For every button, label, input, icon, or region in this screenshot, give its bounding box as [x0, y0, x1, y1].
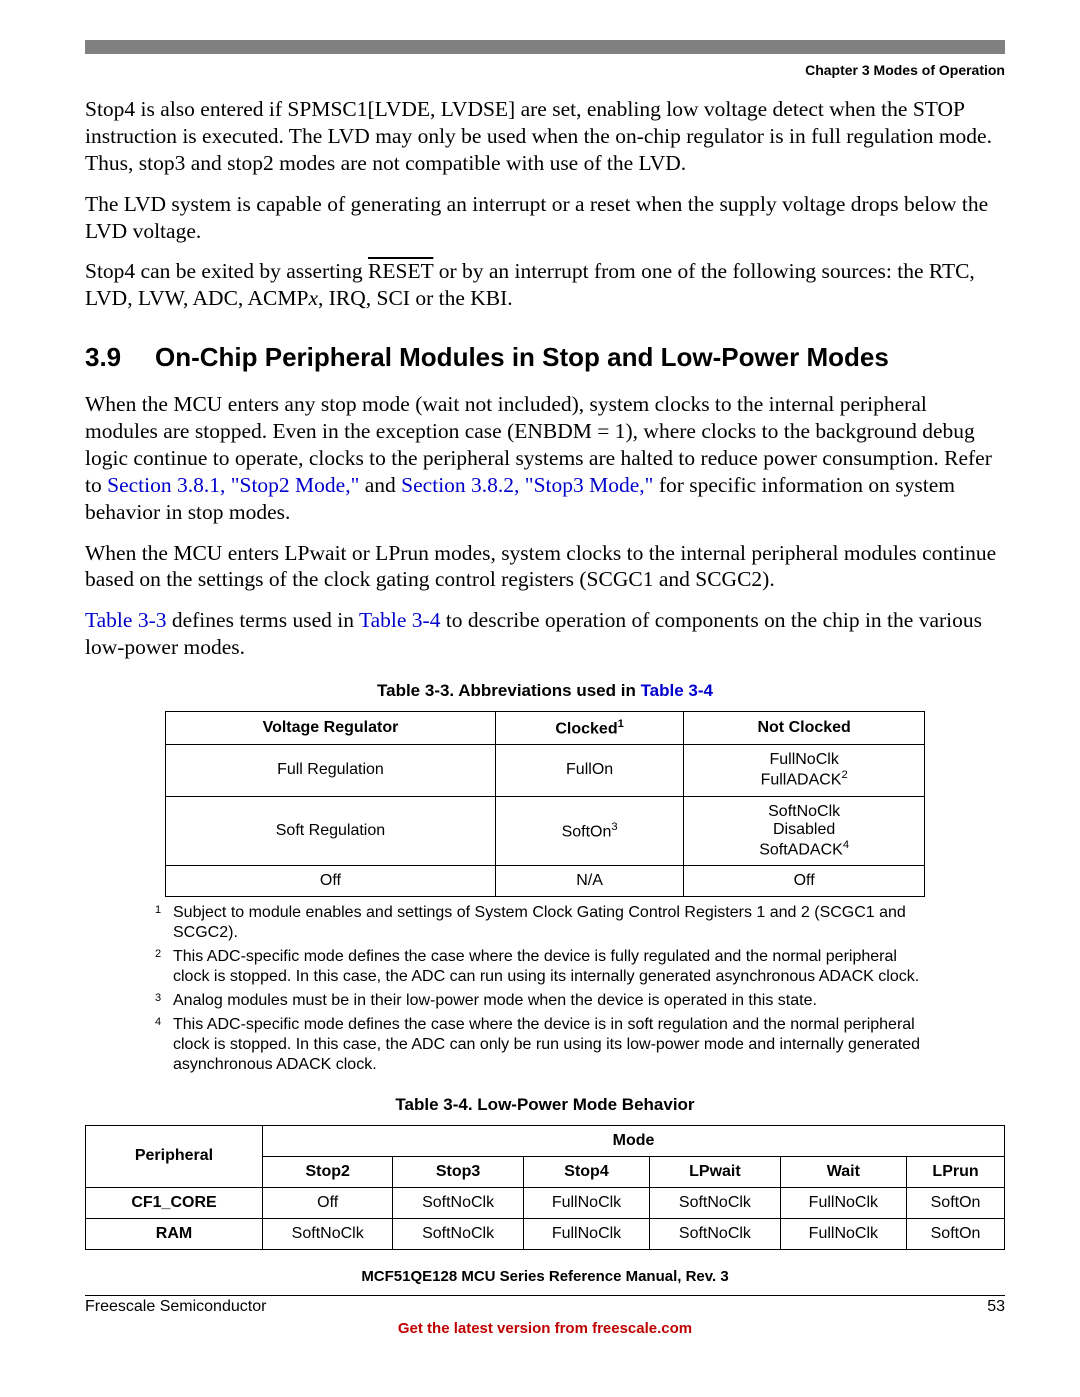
table-3-4: Peripheral Mode Stop2 Stop3 Stop4 LPwait…	[85, 1125, 1005, 1250]
link-section-3-8-2[interactable]: Section 3.8.2, "Stop3 Mode,"	[401, 473, 653, 497]
table-3-3-footnotes: 1Subject to module enables and settings …	[155, 903, 935, 1075]
text: and	[359, 473, 401, 497]
paragraph-stop-clocks: When the MCU enters any stop mode (wait …	[85, 391, 1005, 525]
cell: SoftNoClk	[393, 1218, 523, 1249]
cell: SoftNoClk	[263, 1218, 393, 1249]
col-lprun: LPrun	[907, 1156, 1005, 1187]
cell: FullOn	[495, 745, 683, 796]
table-row: Off N/A Off	[166, 865, 925, 896]
link-table-3-4-b[interactable]: Table 3-4	[641, 681, 713, 700]
footer-company: Freescale Semiconductor	[85, 1298, 266, 1316]
link-table-3-3[interactable]: Table 3-3	[85, 608, 166, 632]
table-row: Voltage Regulator Clocked1 Not Clocked	[166, 712, 925, 745]
row-ram: RAM	[86, 1218, 263, 1249]
col-voltage-regulator: Voltage Regulator	[166, 712, 496, 745]
footer-page-number: 53	[987, 1298, 1005, 1316]
chapter-header: Chapter 3 Modes of Operation	[85, 62, 1005, 78]
table-3-4-caption: Table 3-4. Low-Power Mode Behavior	[85, 1095, 1005, 1115]
footnote-2: 2This ADC-specific mode defines the case…	[155, 947, 935, 987]
table-3-3: Voltage Regulator Clocked1 Not Clocked F…	[165, 711, 925, 897]
cell: SoftOn	[907, 1187, 1005, 1218]
text: Stop4 can be exited by asserting	[85, 259, 368, 283]
cell: SoftNoClk	[650, 1187, 780, 1218]
reset-signal: RESET	[368, 259, 433, 283]
cell: SoftNoClk Disabled SoftADACK4	[684, 796, 925, 865]
table-row: RAM SoftNoClk SoftNoClk FullNoClk SoftNo…	[86, 1218, 1005, 1249]
footnote-4: 4This ADC-specific mode defines the case…	[155, 1015, 935, 1075]
cell: Soft Regulation	[166, 796, 496, 865]
footer-doc-title: MCF51QE128 MCU Series Reference Manual, …	[85, 1268, 1005, 1285]
cell: SoftOn	[907, 1218, 1005, 1249]
col-clocked: Clocked1	[495, 712, 683, 745]
cell: FullNoClk	[523, 1187, 649, 1218]
col-lpwait: LPwait	[650, 1156, 780, 1187]
paragraph-lvd-interrupt: The LVD system is capable of generating …	[85, 191, 1005, 245]
col-stop3: Stop3	[393, 1156, 523, 1187]
table-row: Peripheral Mode	[86, 1125, 1005, 1156]
table-3-3-caption: Table 3-3. Abbreviations used in Table 3…	[85, 681, 1005, 701]
cell: FullNoClk	[780, 1187, 906, 1218]
cell: FullNoClk	[780, 1218, 906, 1249]
col-peripheral: Peripheral	[86, 1125, 263, 1187]
cell: FullNoClk FullADACK2	[684, 745, 925, 796]
cell: N/A	[495, 865, 683, 896]
footer-download-link[interactable]: Get the latest version from freescale.co…	[85, 1320, 1005, 1337]
row-cf1-core: CF1_CORE	[86, 1187, 263, 1218]
col-not-clocked: Not Clocked	[684, 712, 925, 745]
table-row: CF1_CORE Off SoftNoClk FullNoClk SoftNoC…	[86, 1187, 1005, 1218]
col-stop2: Stop2	[263, 1156, 393, 1187]
link-section-3-8-1[interactable]: Section 3.8.1, "Stop2 Mode,"	[107, 473, 359, 497]
text: , IRQ, SCI or the KBI.	[318, 286, 513, 310]
footnote-1: 1Subject to module enables and settings …	[155, 903, 935, 943]
link-table-3-4-a[interactable]: Table 3-4	[359, 608, 440, 632]
footer: Freescale Semiconductor 53 Get the lates…	[85, 1295, 1005, 1337]
cell: Off	[166, 865, 496, 896]
text: defines terms used in	[166, 608, 358, 632]
cell: SoftNoClk	[650, 1218, 780, 1249]
footnote-3: 3Analog modules must be in their low-pow…	[155, 991, 935, 1011]
section-title: On-Chip Peripheral Modules in Stop and L…	[155, 342, 889, 372]
cell: Full Regulation	[166, 745, 496, 796]
caption-text: Table 3-3. Abbreviations used in	[377, 681, 641, 700]
header-bar	[85, 40, 1005, 54]
section-number: 3.9	[85, 342, 155, 373]
cell: Off	[684, 865, 925, 896]
cell: Off	[263, 1187, 393, 1218]
col-stop4: Stop4	[523, 1156, 649, 1187]
paragraph-table-intro: Table 3-3 defines terms used in Table 3-…	[85, 607, 1005, 661]
col-wait: Wait	[780, 1156, 906, 1187]
cell: FullNoClk	[523, 1218, 649, 1249]
paragraph-lpwait-lprun: When the MCU enters LPwait or LPrun mode…	[85, 540, 1005, 594]
table-row: Full Regulation FullOn FullNoClk FullADA…	[166, 745, 925, 796]
paragraph-stop4-lvd: Stop4 is also entered if SPMSC1[LVDE, LV…	[85, 96, 1005, 177]
paragraph-stop4-exit: Stop4 can be exited by asserting RESET o…	[85, 258, 1005, 312]
table-row: Soft Regulation SoftOn3 SoftNoClk Disabl…	[166, 796, 925, 865]
col-mode: Mode	[263, 1125, 1005, 1156]
cell: SoftOn3	[495, 796, 683, 865]
cell: SoftNoClk	[393, 1187, 523, 1218]
section-3-9-heading: 3.9On-Chip Peripheral Modules in Stop an…	[85, 342, 1005, 373]
